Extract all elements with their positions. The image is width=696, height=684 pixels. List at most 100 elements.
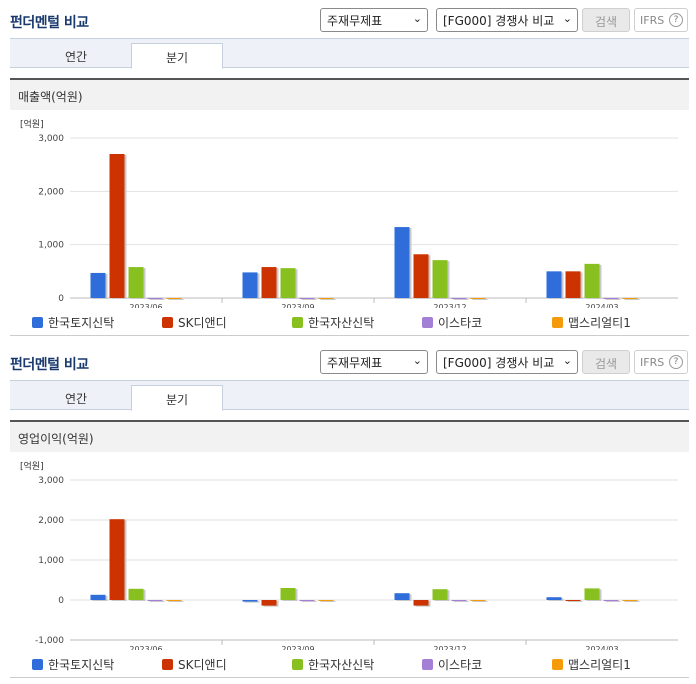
statement-select-value: 주재무제표: [327, 356, 383, 370]
bar-한국자산신탁: [432, 589, 448, 600]
ifrs-label: IFRS: [640, 356, 665, 369]
bar-한국자산신탁: [280, 268, 296, 298]
bar-맵스리얼티1: [318, 298, 334, 299]
bar-한국자산신탁: [128, 588, 144, 600]
bar-한국토지신탁: [90, 594, 106, 600]
legend-item[interactable]: 맵스리얼티1: [552, 656, 631, 673]
bar-한국토지신탁: [394, 593, 410, 600]
legend-item[interactable]: 맵스리얼티1: [552, 314, 631, 331]
bar-shadow: [168, 299, 184, 300]
competitor-select[interactable]: [FG000] 경쟁사 비교 ⌄: [436, 350, 578, 374]
y-tick-label: 1,000: [38, 241, 64, 251]
legend-label: 맵스리얼티1: [568, 658, 631, 672]
legend-item[interactable]: SK디앤디: [162, 314, 227, 331]
revenue-chart: [억원] 0 1,000 2,000 3,000 2023/06 2023/09 2023/1…: [20, 118, 678, 308]
legend-label: 맵스리얼티1: [568, 316, 631, 330]
legend-swatch: [162, 317, 173, 328]
x-tick-label: 2023/12: [433, 303, 466, 308]
legend-label: 한국자산신탁: [308, 316, 375, 330]
legend-item[interactable]: 한국자산신탁: [292, 656, 374, 673]
search-button[interactable]: 검색: [582, 350, 630, 374]
chevron-down-icon: ⌄: [562, 12, 572, 25]
bar-이스타코: [451, 298, 467, 299]
question-icon: ?: [669, 13, 683, 27]
y-tick-label: 2,000: [38, 187, 64, 197]
x-tick-label: 2023/09: [281, 645, 314, 650]
bar-이스타코: [451, 600, 467, 601]
x-tick-label: 2023/06: [129, 645, 162, 650]
legend-swatch: [422, 659, 433, 670]
bar-맵스리얼티1: [622, 600, 638, 601]
statement-select-value: 주재무제표: [327, 14, 383, 28]
legend-item[interactable]: 한국토지신탁: [32, 314, 114, 331]
fundamental-panel-operating-profit: 펀더멘털 비교 주재무제표 ⌄ [FG000] 경쟁사 비교 ⌄ 검색 IFRS…: [0, 342, 696, 684]
bar-shadow: [567, 601, 583, 602]
bar-shadow: [320, 601, 336, 602]
statement-select[interactable]: 주재무제표 ⌄: [320, 350, 428, 374]
y-unit-label: [억원]: [20, 460, 44, 472]
x-tick-label: 2023/12: [433, 645, 466, 650]
bar-SK디앤디: [109, 519, 125, 600]
ifrs-help-button[interactable]: IFRS ?: [634, 350, 688, 374]
legend-item[interactable]: 한국자산신탁: [292, 314, 374, 331]
bar-shadow: [453, 601, 469, 602]
legend-swatch: [552, 317, 563, 328]
tab-quarterly[interactable]: 분기: [131, 43, 223, 69]
legend-label: 이스타코: [438, 316, 483, 330]
panel-header: 펀더멘털 비교 주재무제표 ⌄ [FG000] 경쟁사 비교 ⌄ 검색 IFRS…: [0, 0, 696, 32]
chevron-down-icon: ⌄: [562, 354, 572, 367]
chart-title: 영업이익(억원): [10, 422, 689, 452]
competitor-select-value: [FG000] 경쟁사 비교: [443, 14, 555, 28]
tab-quarterly[interactable]: 분기: [131, 385, 223, 411]
legend-swatch: [292, 659, 303, 670]
bar-SK디앤디: [261, 267, 277, 298]
bar-shadow: [168, 601, 184, 602]
bar-shadow: [301, 299, 317, 300]
legend-label: SK디앤디: [178, 658, 227, 672]
bar-shadow: [472, 601, 488, 602]
bar-이스타코: [299, 298, 315, 299]
bar-shadow: [244, 601, 260, 603]
x-tick-label: 2023/09: [281, 303, 314, 308]
ifrs-help-button[interactable]: IFRS ?: [634, 8, 688, 32]
x-tick-label: 2024/03: [585, 303, 618, 308]
chart-title: 매출액(억원): [10, 80, 689, 110]
tab-annual[interactable]: 연간: [64, 50, 88, 64]
competitor-select[interactable]: [FG000] 경쟁사 비교 ⌄: [436, 8, 578, 32]
bar-이스타코: [147, 298, 163, 299]
y-tick-label: 0: [58, 294, 64, 304]
legend-label: 한국토지신탁: [48, 316, 115, 330]
legend-label: 한국자산신탁: [308, 658, 375, 672]
legend-item[interactable]: 이스타코: [422, 656, 482, 673]
bar-shadow: [320, 299, 336, 300]
chart-legend: 한국토지신탁 SK디앤디 한국자산신탁 이스타코 맵스리얼티1: [10, 314, 689, 330]
legend-item[interactable]: 이스타코: [422, 314, 482, 331]
panel-title: 펀더멘털 비교: [10, 15, 89, 31]
question-icon: ?: [669, 355, 683, 369]
bar-한국자산신탁: [584, 263, 600, 298]
bar-shadow: [624, 601, 640, 602]
bar-한국토지신탁: [546, 271, 562, 298]
chart-box: 영업이익(억원) [억원] -1,000 0 1,000 2,000 3,000 2023/…: [10, 420, 689, 678]
bar-맵스리얼티1: [166, 298, 182, 299]
legend-swatch: [32, 317, 43, 328]
search-button[interactable]: 검색: [582, 8, 630, 32]
bar-한국자산신탁: [584, 588, 600, 600]
chart-box: 매출액(억원) [억원] 0 1,000 2,000 3,000 2023/06 2023/…: [10, 78, 689, 336]
bar-shadow: [301, 601, 317, 602]
bar-한국토지신탁: [90, 272, 106, 298]
bar-shadow: [605, 299, 621, 300]
legend-item[interactable]: 한국토지신탁: [32, 656, 114, 673]
tab-annual[interactable]: 연간: [64, 392, 88, 406]
y-tick-label: 1,000: [38, 556, 64, 566]
statement-select[interactable]: 주재무제표 ⌄: [320, 8, 428, 32]
bar-shadow: [472, 299, 488, 300]
y-tick-label: -1,000: [35, 636, 64, 646]
bar-SK디앤디: [261, 600, 277, 606]
bar-shadow: [149, 299, 165, 300]
chevron-down-icon: ⌄: [412, 12, 422, 25]
legend-swatch: [292, 317, 303, 328]
bar-이스타코: [603, 600, 619, 601]
y-tick-label: 3,000: [38, 476, 64, 486]
legend-item[interactable]: SK디앤디: [162, 656, 227, 673]
